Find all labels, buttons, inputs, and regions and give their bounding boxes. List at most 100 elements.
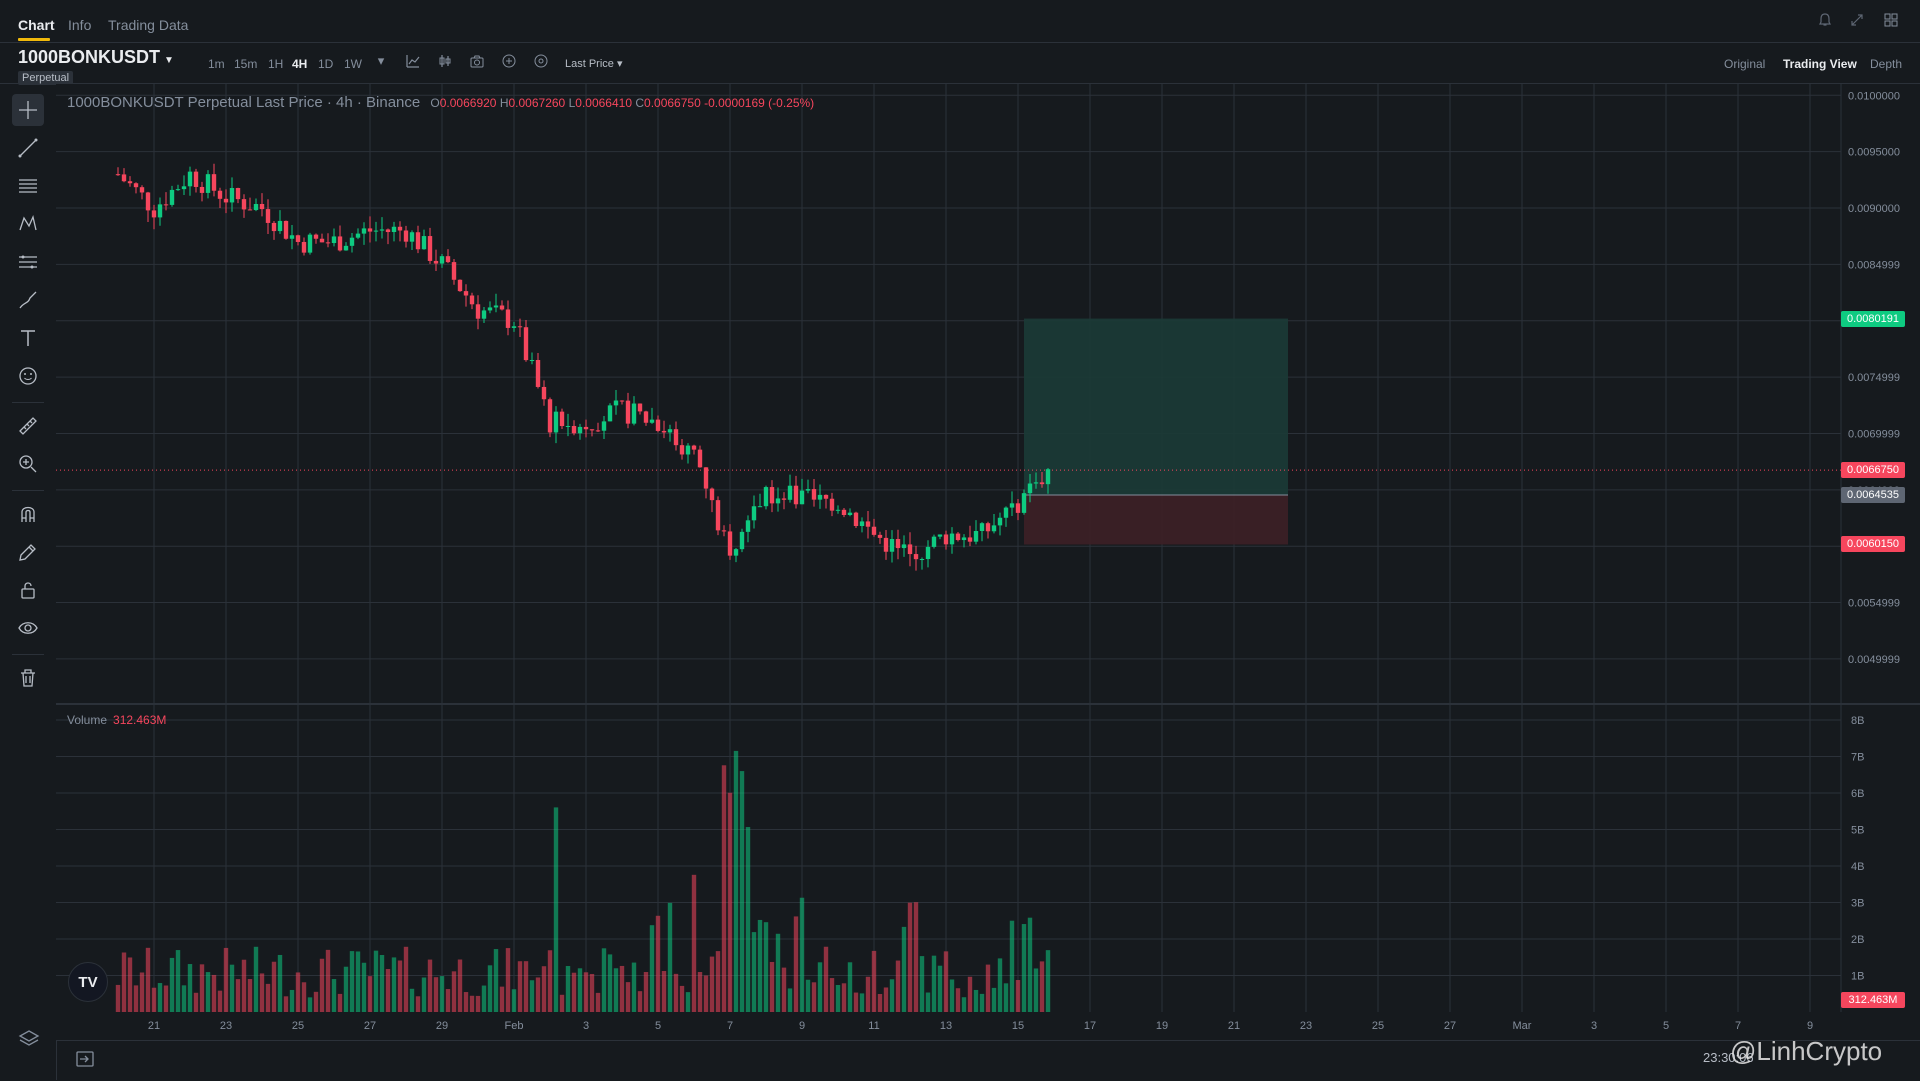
volume-bar	[613, 968, 619, 1012]
candle-body	[1027, 483, 1033, 494]
candle-body	[175, 189, 181, 191]
interval-1w[interactable]: 1W	[344, 57, 362, 71]
volume-bar	[499, 986, 505, 1012]
crosshair-icon[interactable]	[12, 94, 44, 126]
candle-body	[697, 449, 703, 468]
tab-chart[interactable]: Chart	[18, 17, 55, 33]
candle-body	[631, 403, 637, 424]
volume-bar	[283, 996, 289, 1012]
zoom-in-icon[interactable]	[12, 448, 44, 480]
tab-info[interactable]: Info	[68, 17, 92, 33]
volume-bar	[415, 996, 421, 1012]
candle-body	[235, 188, 241, 200]
lock-pencil-icon[interactable]	[12, 536, 44, 568]
volume-bar	[205, 972, 211, 1012]
candle-body	[859, 521, 865, 527]
bell-icon[interactable]	[1816, 12, 1834, 30]
camera-icon[interactable]	[468, 53, 486, 71]
grid-icon[interactable]	[1882, 12, 1900, 30]
volume-bar	[457, 959, 463, 1012]
volume-bar	[391, 957, 397, 1012]
candle-body	[823, 494, 829, 499]
candle-body	[685, 445, 691, 455]
volume-bar	[619, 965, 625, 1012]
legend-close: 0.0066750	[644, 96, 701, 110]
brush-icon[interactable]	[12, 284, 44, 316]
candle-body	[1039, 482, 1045, 485]
symbol-selector[interactable]: 1000BONKUSDT ▼	[18, 47, 174, 68]
emoji-icon[interactable]	[12, 360, 44, 392]
volume-bar	[913, 902, 919, 1012]
candle-body	[181, 186, 187, 190]
interval-15m[interactable]: 15m	[234, 57, 258, 71]
candle-type-icon[interactable]	[436, 53, 454, 71]
legend-low: 0.0066410	[575, 96, 632, 110]
volume-bar	[601, 948, 607, 1012]
pattern-icon[interactable]	[12, 208, 44, 240]
ruler-icon[interactable]	[12, 410, 44, 442]
candle-body	[1003, 507, 1009, 518]
text-icon[interactable]	[12, 322, 44, 354]
interval-4h[interactable]: 4H	[292, 57, 308, 71]
candle-body	[997, 517, 1003, 526]
time-tick-label: 3	[583, 1020, 589, 1032]
volume-bar	[643, 972, 649, 1012]
eye-icon[interactable]	[12, 612, 44, 644]
candle-body	[763, 487, 769, 507]
volume-bar	[715, 951, 721, 1012]
time-tick-label: 25	[292, 1020, 304, 1032]
candle-body	[775, 498, 781, 504]
interval-1m[interactable]: 1m	[208, 57, 225, 71]
candle-body	[259, 203, 265, 210]
plus-circle-icon[interactable]	[500, 53, 518, 71]
indicator-icon[interactable]	[404, 53, 422, 71]
tradingview-logo[interactable]: TV	[68, 962, 108, 1002]
volume-bar	[1009, 920, 1015, 1012]
more-intervals-chevron-icon[interactable]: ▾	[377, 53, 385, 68]
candle-body	[709, 488, 715, 501]
candle-body	[973, 531, 979, 542]
magnet-icon[interactable]	[12, 498, 44, 530]
candle-body	[931, 536, 937, 547]
trendline-icon[interactable]	[12, 132, 44, 164]
price-type-selector[interactable]: Last Price ▾	[565, 57, 623, 70]
candle-body	[781, 498, 787, 500]
volume-bar	[271, 961, 277, 1012]
view-depth[interactable]: Depth	[1870, 57, 1903, 71]
view-original[interactable]: Original	[1724, 57, 1766, 71]
candle-body	[193, 171, 199, 187]
candle-body	[1033, 482, 1039, 484]
calendar-goto-icon[interactable]	[74, 1048, 96, 1070]
tab-trading-data[interactable]: Trading Data	[108, 17, 189, 33]
settings-icon[interactable]	[532, 53, 550, 71]
price-chart[interactable]: 0.0100000 0.0095000 0.0090000 0.0084999 0.00…	[56, 84, 1920, 1040]
volume-bar	[745, 827, 751, 1012]
view-trading-view[interactable]: Trading View	[1783, 57, 1857, 71]
layers-icon[interactable]	[18, 1028, 40, 1050]
lock-icon[interactable]	[12, 574, 44, 606]
volume-bar	[451, 971, 457, 1012]
horizontal-lines-icon[interactable]	[12, 170, 44, 202]
volume-bar	[547, 950, 553, 1012]
trash-icon[interactable]	[12, 662, 44, 694]
volume-bar	[403, 946, 409, 1012]
time-tick-label: 13	[940, 1020, 952, 1032]
interval-1d[interactable]: 1D	[318, 57, 334, 71]
interval-1h[interactable]: 1H	[268, 57, 284, 71]
candle-body	[349, 237, 355, 246]
volume-bar	[907, 902, 913, 1012]
fib-retracement-icon[interactable]	[12, 246, 44, 278]
candle-body	[163, 204, 169, 206]
volume-bar	[181, 985, 187, 1012]
price-tick-label: 0.0069999	[1848, 428, 1900, 440]
volume-bar	[259, 973, 265, 1012]
expand-icon[interactable]	[1848, 12, 1866, 30]
volume-bar	[175, 950, 181, 1012]
volume-bar	[835, 985, 841, 1012]
volume-bar	[775, 933, 781, 1012]
volume-bar	[121, 952, 127, 1012]
candle-body	[985, 523, 991, 532]
volume-bar	[799, 897, 805, 1012]
candle-body	[517, 326, 523, 328]
volume-bar	[289, 989, 295, 1012]
